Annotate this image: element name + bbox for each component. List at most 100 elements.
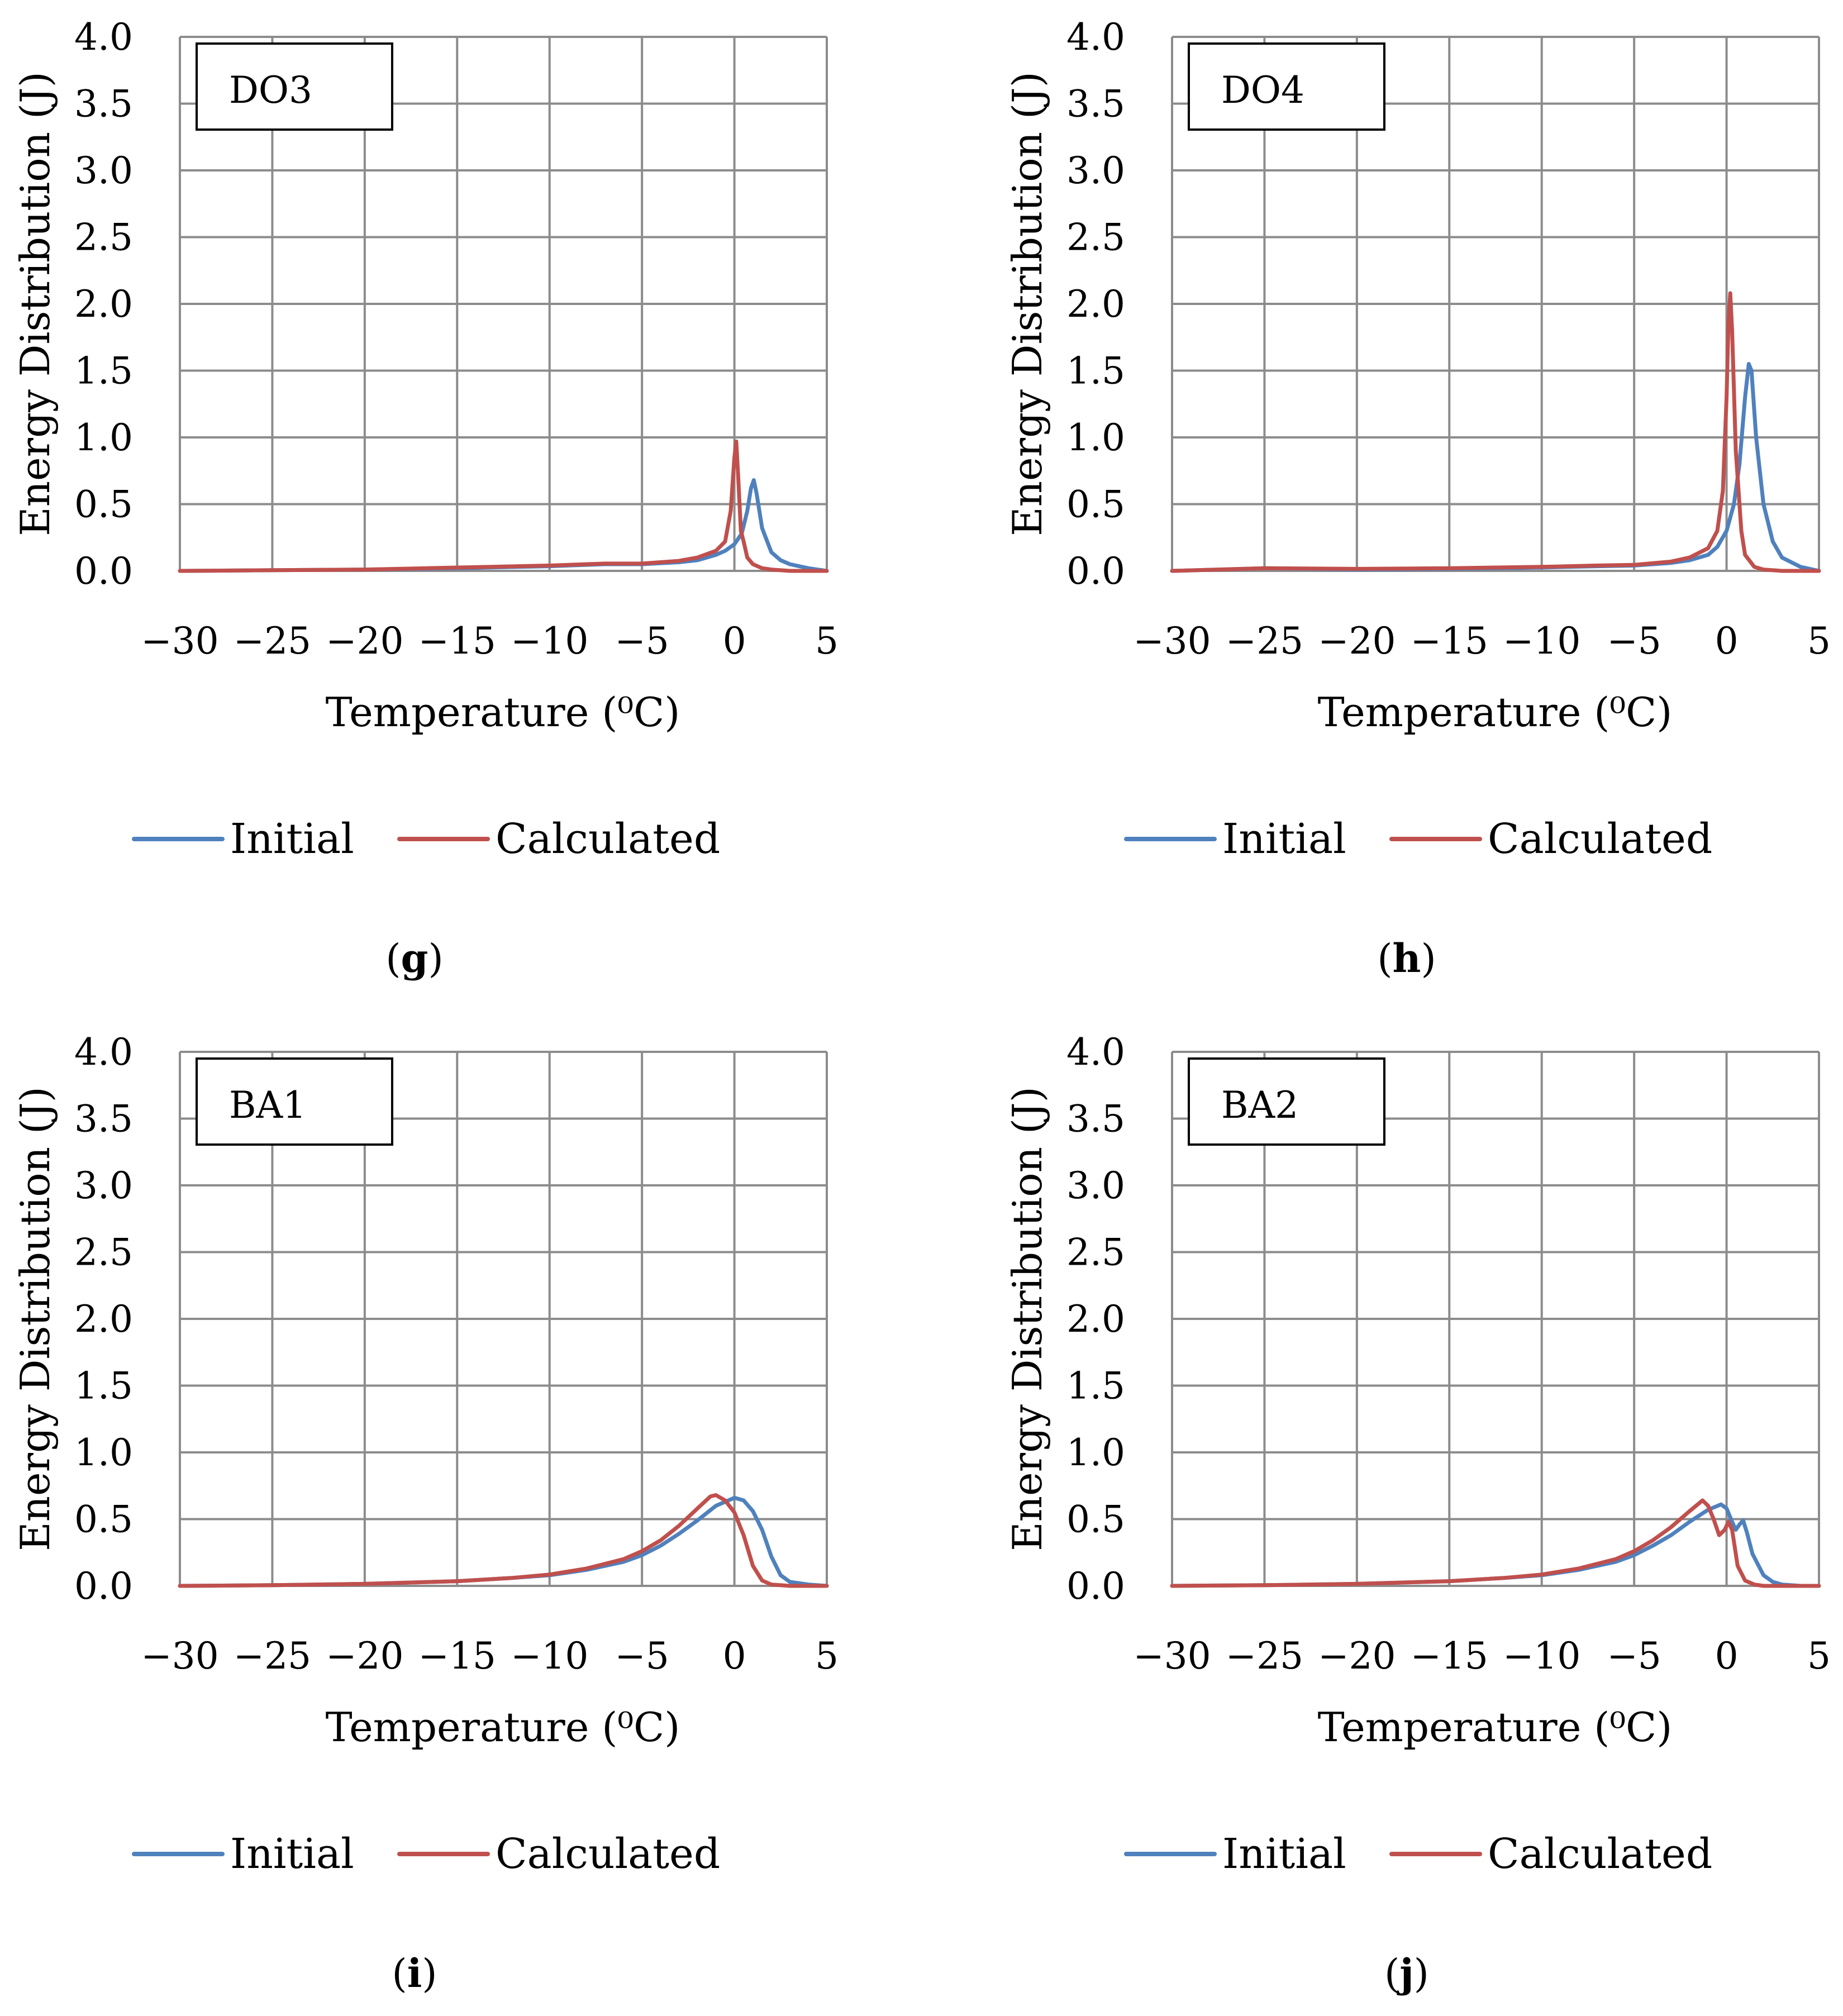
- sample-label: BA2: [1221, 1084, 1298, 1127]
- sample-label: DO4: [1221, 69, 1304, 112]
- chart-panel-j: −30 −25 −20 −15 −10 −5 0 5 0.0 0.5 1.0 1.5 2.0 2.5 3.0…: [1004, 1031, 1831, 1996]
- y-axis-title: Energy Distribution (J): [1004, 72, 1051, 536]
- panel-caption: (g): [385, 935, 444, 981]
- y-tick-label: 3.0: [1066, 149, 1125, 192]
- y-tick-label: 3.5: [74, 83, 133, 126]
- sample-label: BA1: [229, 1084, 306, 1127]
- y-tick-label: 1.0: [74, 1431, 133, 1474]
- panel-caption: (i): [392, 1950, 437, 1996]
- chart-panel-h: −30 −25 −20 −15 −10 −5 0 5 0.0 0.5 1.0 1.5 2.0 2.5 3.0…: [1004, 16, 1831, 981]
- series-line-calculated: [178, 439, 829, 573]
- y-tick-label: 0.0: [74, 1565, 133, 1608]
- y-tick-label: 4.0: [1066, 16, 1125, 59]
- x-tick-label: −15: [418, 619, 496, 663]
- caption-letter: h: [1393, 935, 1421, 981]
- y-tick-label: 1.5: [74, 350, 133, 393]
- x-tick-label: −10: [511, 619, 588, 663]
- x-tick-label: 0: [1715, 619, 1739, 663]
- caption-letter: g: [401, 935, 428, 981]
- y-tick-label: 3.5: [74, 1098, 133, 1141]
- legend-label-initial: Initial: [230, 1830, 354, 1878]
- x-tick-label: 5: [1807, 1634, 1831, 1677]
- sample-label-box: [196, 1057, 393, 1146]
- caption-close: ): [422, 1951, 437, 1996]
- y-tick-label: 3.5: [1066, 83, 1125, 126]
- x-tick-label: −25: [1226, 619, 1303, 663]
- caption-close: ): [1421, 936, 1436, 981]
- legend-label-calculated: Calculated: [1488, 1830, 1712, 1878]
- panel-caption: (h): [1377, 935, 1436, 981]
- series-line-calculated: [178, 1493, 829, 1588]
- y-axis-title: Energy Distribution (J): [12, 72, 59, 536]
- sample-label-box: [1188, 1057, 1385, 1146]
- x-tick-label: −30: [141, 619, 218, 663]
- y-tick-label: 2.5: [74, 1231, 133, 1274]
- x-tick-label: −5: [615, 619, 669, 663]
- y-tick-label: 1.5: [1066, 350, 1125, 393]
- sample-label-box: [196, 42, 393, 131]
- y-axis-title: Energy Distribution (J): [1004, 1086, 1051, 1551]
- y-tick-label: 2.0: [74, 1298, 133, 1341]
- chart-panel-i: −30 −25 −20 −15 −10 −5 0 5 0.0 0.5 1.0 1.5 2.0 2.5 3.0…: [12, 1031, 839, 1996]
- sample-label: DO3: [229, 69, 312, 112]
- x-tick-label: −20: [326, 619, 403, 663]
- x-axis-title: Temperature (⁰C): [1318, 689, 1673, 736]
- x-tick-label: 0: [723, 619, 746, 663]
- series-line-calculated: [1170, 291, 1821, 573]
- x-tick-label: −10: [1503, 619, 1580, 663]
- series-line-calculated: [1170, 1498, 1821, 1588]
- x-tick-label: 0: [1715, 1634, 1739, 1677]
- x-tick-label: −30: [1133, 619, 1211, 663]
- x-axis-title: Temperature (⁰C): [326, 689, 680, 736]
- panel-caption: (j): [1384, 1950, 1429, 1996]
- x-tick-label: −25: [234, 1634, 311, 1677]
- legend-label-calculated: Calculated: [1488, 815, 1712, 863]
- x-tick-label: −10: [1503, 1634, 1580, 1677]
- y-tick-label: 2.5: [1066, 216, 1125, 259]
- x-tick-label: −20: [1318, 619, 1396, 663]
- y-tick-label: 3.0: [74, 1164, 133, 1207]
- x-tick-label: −30: [1133, 1634, 1211, 1677]
- x-tick-label: 5: [815, 619, 839, 663]
- x-tick-label: −5: [1607, 1634, 1661, 1677]
- sample-label-box: [1188, 42, 1385, 131]
- y-tick-label: 2.0: [1066, 1298, 1125, 1341]
- x-tick-label: −15: [1411, 619, 1488, 663]
- y-tick-label: 1.5: [74, 1365, 133, 1408]
- y-tick-label: 2.0: [74, 283, 133, 326]
- y-tick-label: 0.5: [1066, 1498, 1125, 1541]
- caption-open: (: [392, 1951, 407, 1996]
- x-tick-label: 5: [815, 1634, 839, 1677]
- x-tick-label: −10: [511, 1634, 588, 1677]
- y-tick-label: 0.5: [74, 1498, 133, 1541]
- caption-letter: i: [407, 1950, 422, 1996]
- x-tick-label: 0: [723, 1634, 746, 1677]
- x-tick-label: −20: [326, 1634, 403, 1677]
- x-tick-label: −15: [1411, 1634, 1488, 1677]
- y-tick-label: 2.5: [74, 216, 133, 259]
- caption-close: ): [428, 936, 443, 981]
- y-tick-label: 4.0: [1066, 1031, 1125, 1074]
- chart-panel-g: −30 −25 −20 −15 −10 −5 0 5 0.0 0.5 1.0 1.5 2.0 2.5 3.0…: [12, 16, 839, 981]
- x-tick-label: −20: [1318, 1634, 1396, 1677]
- y-tick-label: 1.5: [1066, 1365, 1125, 1408]
- y-tick-label: 4.0: [74, 1031, 133, 1074]
- y-tick-label: 0.0: [74, 550, 133, 593]
- y-tick-label: 1.0: [74, 416, 133, 459]
- y-tick-label: 3.0: [1066, 1164, 1125, 1207]
- caption-open: (: [385, 936, 401, 981]
- y-tick-label: 4.0: [74, 16, 133, 59]
- y-tick-label: 1.0: [1066, 416, 1125, 459]
- y-tick-label: 0.5: [74, 483, 133, 526]
- y-tick-label: 2.5: [1066, 1231, 1125, 1274]
- y-tick-label: 3.5: [1066, 1098, 1125, 1141]
- x-tick-label: −25: [234, 619, 311, 663]
- x-tick-label: −25: [1226, 1634, 1303, 1677]
- caption-letter: j: [1396, 1950, 1413, 1996]
- legend-label-initial: Initial: [230, 815, 354, 863]
- x-tick-label: −5: [615, 1634, 669, 1677]
- y-tick-label: 0.5: [1066, 483, 1125, 526]
- x-tick-label: −5: [1607, 619, 1661, 663]
- y-tick-label: 0.0: [1066, 1565, 1125, 1608]
- x-axis-title: Temperature (⁰C): [326, 1704, 680, 1751]
